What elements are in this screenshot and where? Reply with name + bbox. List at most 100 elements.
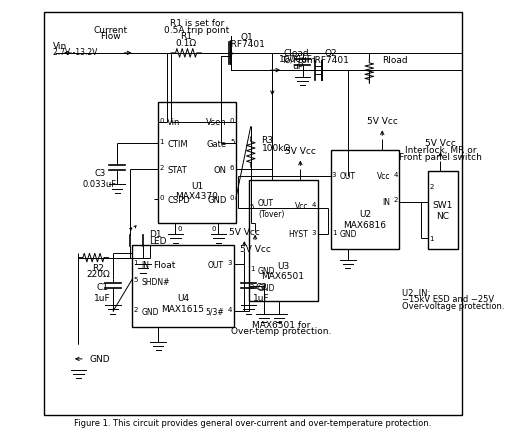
Text: Current: Current: [94, 26, 128, 34]
Text: Q1: Q1: [240, 33, 253, 42]
Text: 1: 1: [133, 259, 138, 265]
Bar: [249, 181, 318, 301]
Text: GND: GND: [89, 355, 110, 363]
Text: 4: 4: [228, 307, 232, 313]
Text: Over-voltage protection.: Over-voltage protection.: [402, 301, 504, 310]
Text: 0.1Ω: 0.1Ω: [176, 39, 197, 47]
Text: LED: LED: [150, 237, 167, 245]
Text: 1000uF: 1000uF: [279, 55, 313, 64]
Bar: [132, 245, 233, 327]
Text: Q2: Q2: [324, 49, 337, 58]
Text: Figure 1. This circuit provides general over-current and over-temperature protec: Figure 1. This circuit provides general …: [75, 418, 431, 427]
Text: R2: R2: [92, 263, 104, 272]
Text: U2
MAX6816: U2 MAX6816: [343, 209, 387, 229]
Text: 0: 0: [212, 226, 216, 232]
Text: Vcc: Vcc: [377, 172, 390, 181]
Text: 2: 2: [250, 283, 254, 289]
Text: uP: uP: [293, 62, 304, 71]
Bar: [330, 150, 400, 249]
Text: Vsen: Vsen: [206, 118, 227, 127]
Text: Gate: Gate: [206, 140, 227, 148]
Text: R1 is set for: R1 is set for: [170, 19, 224, 28]
Text: 0: 0: [178, 226, 182, 232]
Text: 4: 4: [394, 171, 398, 177]
Text: 5V Vcc: 5V Vcc: [367, 117, 398, 126]
Text: 5V Vcc: 5V Vcc: [425, 138, 456, 147]
Bar: [158, 103, 235, 224]
Text: SW1
NC: SW1 NC: [432, 201, 453, 221]
Text: C2
1uF: C2 1uF: [253, 283, 270, 302]
Text: 3: 3: [312, 229, 316, 235]
Text: U4
MAX1615: U4 MAX1615: [162, 293, 204, 313]
Text: OUT: OUT: [208, 260, 224, 269]
Text: U2, IN:: U2, IN:: [402, 288, 430, 297]
Text: CSPD: CSPD: [167, 196, 190, 204]
Text: IN: IN: [142, 260, 150, 269]
Text: OUT: OUT: [340, 172, 356, 181]
Text: 0: 0: [230, 195, 234, 201]
Text: 1: 1: [429, 236, 433, 242]
Text: GND: GND: [142, 307, 159, 316]
Text: U1
MAX4370: U1 MAX4370: [176, 181, 218, 201]
Text: 3: 3: [332, 171, 337, 177]
Text: IRF7401: IRF7401: [228, 40, 265, 49]
Text: 5V Vcc: 5V Vcc: [240, 245, 270, 254]
Bar: [428, 172, 457, 249]
Text: 100kΩ: 100kΩ: [262, 144, 291, 153]
Text: Over-temp protection.: Over-temp protection.: [231, 327, 331, 335]
Text: 2.7V -13.2V: 2.7V -13.2V: [53, 48, 97, 57]
Text: 2: 2: [159, 165, 164, 171]
Text: −15kV ESD and −25V: −15kV ESD and −25V: [402, 295, 494, 303]
Text: IRF7401: IRF7401: [312, 56, 349, 64]
Text: 5V Vcc: 5V Vcc: [285, 147, 316, 156]
Text: Flow: Flow: [101, 32, 121, 40]
Text: 0: 0: [159, 117, 164, 123]
Text: MAX6501 for: MAX6501 for: [252, 320, 310, 329]
Polygon shape: [130, 235, 143, 246]
Text: 5/3#: 5/3#: [205, 307, 224, 316]
Text: GND: GND: [258, 284, 276, 292]
Text: 5: 5: [250, 203, 254, 209]
Text: Vcc: Vcc: [294, 202, 308, 211]
Text: CTIM: CTIM: [167, 140, 188, 148]
Text: GND: GND: [340, 230, 357, 239]
Text: Float: Float: [153, 260, 176, 269]
Text: 2: 2: [133, 307, 138, 313]
Text: Front panel switch: Front panel switch: [399, 153, 482, 161]
Text: 0.5A trip point: 0.5A trip point: [164, 26, 230, 34]
Text: OUT
(Tover): OUT (Tover): [258, 199, 284, 218]
Text: R3: R3: [262, 135, 274, 144]
Text: 2: 2: [429, 184, 433, 190]
Text: Cload: Cload: [283, 49, 309, 58]
Text: To/From: To/From: [281, 56, 316, 64]
Text: 5: 5: [133, 276, 138, 283]
Text: 1: 1: [332, 229, 337, 235]
Text: 1: 1: [250, 266, 254, 272]
Text: R1: R1: [180, 32, 192, 41]
Text: 220Ω: 220Ω: [86, 270, 109, 279]
Text: GND: GND: [207, 196, 227, 204]
Text: Rload: Rload: [382, 56, 408, 64]
Text: STAT: STAT: [167, 166, 187, 174]
Text: 6: 6: [230, 165, 234, 171]
Text: ON: ON: [214, 166, 227, 174]
Text: 2: 2: [394, 197, 398, 203]
Text: D1: D1: [150, 230, 162, 239]
Text: 5: 5: [230, 139, 234, 145]
Text: 3: 3: [228, 259, 232, 265]
Text: C1
1uF: C1 1uF: [94, 283, 110, 302]
Text: Vin: Vin: [53, 42, 67, 50]
Text: Vin: Vin: [167, 118, 181, 127]
Text: 0: 0: [230, 117, 234, 123]
Text: 5V Vcc: 5V Vcc: [229, 228, 260, 236]
Text: IN: IN: [382, 198, 390, 206]
Text: U3
MAX6501: U3 MAX6501: [262, 261, 305, 281]
Text: HYST: HYST: [288, 230, 308, 239]
Text: 1: 1: [159, 139, 164, 145]
Text: 0: 0: [159, 195, 164, 201]
Text: GND: GND: [258, 267, 276, 275]
Text: SHDN#: SHDN#: [142, 277, 170, 286]
Text: C3
0.033uF: C3 0.033uF: [83, 169, 117, 188]
Text: Interlock, MR or: Interlock, MR or: [405, 146, 476, 155]
Text: 4: 4: [312, 201, 316, 207]
